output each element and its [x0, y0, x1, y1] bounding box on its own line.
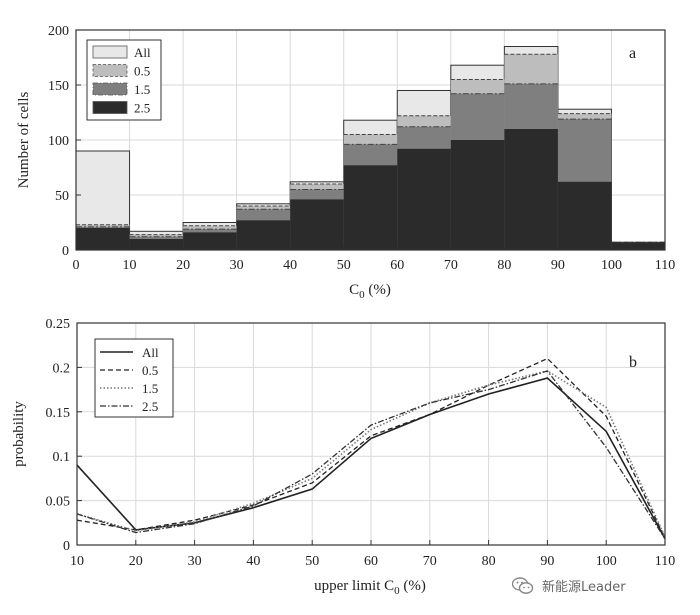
- tick-label-y-b: 0: [63, 539, 70, 554]
- tick-label-x-a: 40: [283, 258, 297, 273]
- tick-label-x-a: 50: [337, 258, 351, 273]
- legend-label-b: 0.5: [142, 363, 158, 378]
- panel-label-b: b: [629, 354, 637, 371]
- bar-2_5: [129, 239, 184, 250]
- tick-label-x-b: 10: [70, 554, 84, 569]
- tick-label-y-b: 0.15: [46, 406, 71, 421]
- legend-swatch-a: [92, 64, 128, 77]
- legend-swatch-a: [92, 82, 128, 96]
- tick-label-x-b: 20: [129, 554, 143, 569]
- tick-label-y-a: 0: [62, 244, 69, 259]
- bar-2_5: [236, 220, 291, 250]
- panel-label-a: a: [629, 45, 636, 62]
- tick-label-x-a: 10: [123, 258, 137, 273]
- series-line-2_5: [76, 370, 666, 540]
- x-axis-label-a: C0 (%): [349, 282, 391, 301]
- tick-label-x-a: 80: [497, 258, 511, 273]
- tick-label-x-b: 110: [655, 554, 675, 569]
- tick-label-y-a: 150: [48, 79, 69, 94]
- bar-2_5: [611, 242, 665, 250]
- tick-label-y-b: 0.2: [53, 361, 71, 376]
- tick-label-x-b: 30: [188, 554, 202, 569]
- tick-label-x-a: 60: [390, 258, 404, 273]
- tick-label-x-a: 90: [551, 258, 565, 273]
- tick-label-x-a: 0: [73, 258, 80, 273]
- bar-2_5: [450, 140, 505, 250]
- tick-label-y-b: 0.05: [46, 495, 71, 510]
- bar-2_5: [290, 199, 344, 250]
- tick-label-x-a: 100: [601, 258, 622, 273]
- tick-label-y-a: 50: [55, 189, 69, 204]
- legend-label-a: 2.5: [134, 101, 150, 116]
- tick-label-y-b: 0.1: [53, 450, 71, 465]
- legend-label-b: 1.5: [142, 381, 158, 396]
- tick-label-x-a: 20: [176, 258, 190, 273]
- legend-b: [94, 338, 174, 418]
- tick-label-x-b: 60: [364, 554, 378, 569]
- watermark: 新能源Leader: [512, 576, 626, 595]
- series-line-1_5: [76, 370, 666, 538]
- bar-2_5: [76, 228, 130, 250]
- tick-label-x-b: 50: [305, 554, 319, 569]
- bar-2_5: [183, 232, 237, 250]
- tick-label-y-a: 100: [48, 134, 69, 149]
- tick-label-x-b: 40: [246, 554, 260, 569]
- tick-label-x-a: 70: [444, 258, 458, 273]
- tick-label-x-b: 70: [423, 554, 437, 569]
- legend-label-a: 1.5: [134, 82, 150, 97]
- tick-label-x-b: 80: [482, 554, 496, 569]
- bar-2_5: [397, 148, 451, 250]
- tick-label-y-a: 200: [48, 24, 69, 39]
- legend-swatch-a: [92, 45, 128, 59]
- legend-label-b: 2.5: [142, 399, 158, 414]
- y-axis-label-a: Number of cells: [16, 92, 32, 189]
- tick-label-x-a: 110: [655, 258, 675, 273]
- series-line-0_5: [76, 357, 666, 539]
- y-axis-label-b: probability: [11, 401, 27, 467]
- bar-2_5: [557, 181, 612, 250]
- legend-label-a: 0.5: [134, 64, 150, 79]
- bar-2_5: [343, 165, 398, 250]
- legend-swatch-a: [92, 101, 128, 114]
- watermark-text: 新能源Leader: [542, 580, 626, 595]
- legend-label-a: All: [134, 45, 151, 60]
- tick-label-y-b: 0.25: [46, 317, 71, 332]
- tick-label-x-a: 30: [230, 258, 244, 273]
- tick-label-x-b: 100: [596, 554, 617, 569]
- tick-label-x-b: 90: [540, 554, 554, 569]
- wechat-icon: [512, 576, 534, 594]
- x-axis-label-b: upper limit C0 (%): [314, 578, 426, 597]
- bar-2_5: [504, 129, 558, 250]
- legend-label-b: All: [142, 345, 159, 360]
